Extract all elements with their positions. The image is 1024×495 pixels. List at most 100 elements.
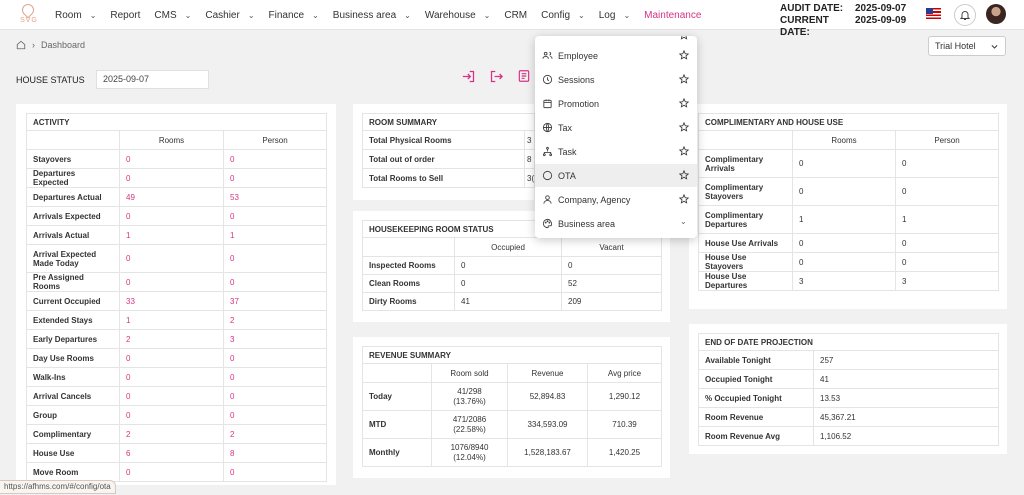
cell-rooms: 3: [792, 271, 896, 291]
dropdown-item-employee[interactable]: Employee: [535, 44, 697, 67]
row-label: House Use: [26, 443, 120, 463]
dropdown-item-promotion[interactable]: Promotion: [535, 92, 697, 115]
cell-rooms: 0: [119, 206, 224, 226]
hotel-select[interactable]: Trial Hotel: [928, 36, 1006, 56]
cell-person: 0: [894, 177, 1000, 206]
nav-item-warehouse[interactable]: Warehouse ⌄: [425, 10, 490, 21]
room-sold-count: 471/2086: [452, 414, 487, 424]
notification-bell-icon[interactable]: [954, 4, 976, 26]
table-row: Arrival Cancels 0 0: [26, 386, 327, 406]
chevron-down-icon: ⌄: [184, 10, 192, 20]
login-icon[interactable]: [460, 68, 476, 84]
dropdown-item-business-area[interactable]: Business area ⌄: [535, 212, 697, 235]
nav-item-crm[interactable]: CRM: [504, 10, 527, 21]
room-summary-table: ROOM SUMMARY Total Physical Rooms 3 Total …: [362, 113, 535, 188]
nav-item-business-area[interactable]: Business area ⌄: [333, 10, 411, 21]
dropdown-item-label: OTA: [558, 170, 576, 181]
cell-person: 0: [223, 462, 327, 482]
star-icon[interactable]: [679, 36, 689, 42]
table-row: Total Physical Rooms 3: [362, 130, 535, 150]
dropdown-item-company-agency[interactable]: Company, Agency: [535, 188, 697, 211]
chevron-down-icon[interactable]: ⌄: [680, 217, 687, 226]
row-label: Pre Assigned Rooms: [26, 272, 120, 292]
nav-item-cashier[interactable]: Cashier ⌄: [205, 10, 254, 21]
dropdown-item-label: Employee: [558, 50, 599, 61]
user-avatar[interactable]: [986, 4, 1006, 24]
table-row: Occupied Tonight 41: [698, 369, 1000, 389]
row-label: Walk-Ins: [26, 367, 120, 387]
cell-person: 0: [223, 272, 327, 292]
complimentary-card: COMPLIMENTARY AND HOUSE USE Rooms Person …: [689, 104, 1007, 309]
row-label: Total Physical Rooms: [362, 130, 525, 150]
logo-text: SVG: [20, 17, 38, 24]
table-row: Early Departures 2 3: [26, 329, 327, 349]
row-label: Complimentary Arrivals: [698, 149, 793, 178]
row-label: Complimentary Stayovers: [698, 177, 793, 206]
table-row: Available Tonight 257: [698, 350, 1000, 370]
house-status-date-input[interactable]: 2025-09-07: [96, 70, 209, 89]
row-label: Total out of order: [362, 149, 525, 169]
chevron-right-icon: ›: [32, 40, 35, 50]
us-flag-icon[interactable]: [926, 8, 941, 19]
palette-icon: [541, 218, 553, 230]
row-label: Monthly: [362, 438, 432, 467]
cell-rooms: 49: [119, 187, 224, 207]
table-row: Pre Assigned Rooms 0 0: [26, 272, 327, 292]
star-icon[interactable]: [678, 193, 690, 206]
table-row: Monthly 1076/8940 (12.04%) 1,528,183.67 1,42…: [362, 438, 662, 467]
dropdown-item-task[interactable]: Task: [535, 140, 697, 163]
table-row: Complimentary Departures 1 1: [698, 205, 1000, 234]
logout-icon[interactable]: [488, 68, 504, 84]
cell-person: 0: [223, 386, 327, 406]
table-row: House Use Departures 3 3: [698, 271, 1000, 291]
dropdown-item-label: Promotion: [558, 98, 600, 109]
cell-rooms: 2: [119, 424, 224, 444]
breadcrumb-dashboard[interactable]: Dashboard: [41, 40, 86, 50]
row-label: Early Departures: [26, 329, 120, 349]
nav-item-finance[interactable]: Finance ⌄: [269, 10, 319, 21]
star-icon[interactable]: [678, 169, 690, 182]
dropdown-item-label: Sessions: [558, 74, 595, 85]
star-icon[interactable]: [678, 121, 690, 134]
cell-person: 0: [223, 348, 327, 368]
row-label: Extended Stays: [26, 310, 120, 330]
dropdown-item-ota[interactable]: OTA: [535, 164, 697, 187]
room-sold-percent: (22.58%): [453, 424, 486, 434]
cell-rooms: 2: [119, 329, 224, 349]
activity-table: ACTIVITY Rooms Person Stayovers 0 0 Departur…: [26, 113, 327, 482]
home-icon[interactable]: [16, 40, 26, 50]
nav-item-label: Log: [598, 9, 616, 21]
cell-avg-price: 710.39: [587, 410, 662, 439]
table-row: Arrival Expected Made Today 0 0: [26, 244, 327, 273]
chevron-down-icon: ⌄: [247, 10, 255, 20]
document-icon[interactable]: [516, 68, 532, 84]
chevron-down-icon: ⌄: [623, 10, 631, 20]
star-icon[interactable]: [678, 145, 690, 158]
dropdown-item-tax[interactable]: Tax: [535, 116, 697, 139]
cell-value: 1,106.52: [812, 426, 1000, 446]
row-label: % Occupied Tonight: [698, 388, 814, 408]
nav-item-log[interactable]: Log ⌄: [599, 10, 630, 21]
star-icon[interactable]: [678, 49, 690, 62]
task-icon: [541, 146, 553, 158]
cell-person: 0: [223, 168, 327, 188]
cell-person: 53: [223, 187, 327, 207]
row-label: Current Occupied: [26, 291, 120, 311]
nav-item-report[interactable]: Report: [110, 10, 140, 21]
star-icon[interactable]: [678, 97, 690, 110]
row-label: House Use Arrivals: [698, 233, 793, 253]
nav-item-label: Config: [541, 9, 571, 21]
star-icon[interactable]: [678, 73, 690, 86]
nav-item-room[interactable]: Room ⌄: [55, 10, 96, 21]
nav-item-cms[interactable]: CMS ⌄: [154, 10, 191, 21]
nav-item-config[interactable]: Config ⌄: [541, 10, 585, 21]
dropdown-item-sessions[interactable]: Sessions: [535, 68, 697, 91]
main-nav: Room ⌄ Report CMS ⌄ Cashier ⌄ Finance ⌄ Business …: [55, 0, 715, 30]
row-label: Room Revenue Avg: [698, 426, 814, 446]
status-bar-url: https://afhms.com/#/config/ota: [0, 480, 116, 494]
cell-revenue: 52,894.83: [507, 382, 588, 411]
nav-item-maintenance[interactable]: Maintenance: [644, 10, 701, 21]
revenue-summary-card: REVENUE SUMMARY Room sold Revenue Avg pric…: [353, 337, 670, 478]
room-sold-percent: (13.76%): [453, 396, 486, 406]
logo[interactable]: SVG: [16, 1, 42, 27]
